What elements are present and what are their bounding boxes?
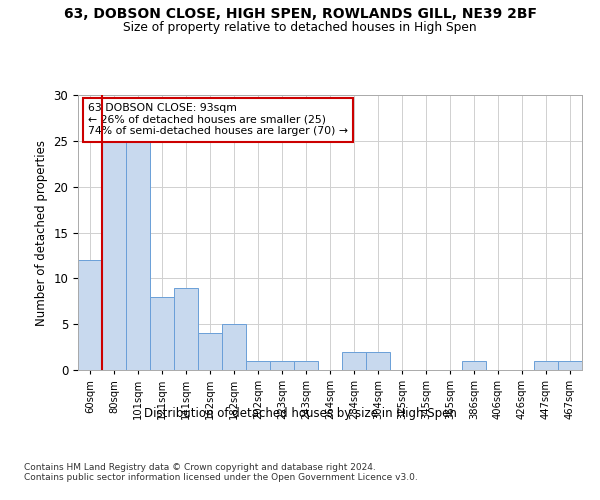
Bar — [222, 324, 246, 370]
Text: Distribution of detached houses by size in High Spen: Distribution of detached houses by size … — [143, 408, 457, 420]
Bar — [246, 361, 270, 370]
Text: 63 DOBSON CLOSE: 93sqm
← 26% of detached houses are smaller (25)
74% of semi-det: 63 DOBSON CLOSE: 93sqm ← 26% of detached… — [88, 104, 348, 136]
Bar — [342, 352, 366, 370]
Bar — [102, 141, 126, 370]
Bar — [198, 334, 222, 370]
Bar — [78, 260, 102, 370]
Bar — [558, 361, 582, 370]
Bar — [366, 352, 390, 370]
Bar — [174, 288, 198, 370]
Text: 63, DOBSON CLOSE, HIGH SPEN, ROWLANDS GILL, NE39 2BF: 63, DOBSON CLOSE, HIGH SPEN, ROWLANDS GI… — [64, 8, 536, 22]
Bar — [534, 361, 558, 370]
Bar — [126, 141, 150, 370]
Bar — [462, 361, 486, 370]
Text: Contains HM Land Registry data © Crown copyright and database right 2024.
Contai: Contains HM Land Registry data © Crown c… — [24, 462, 418, 482]
Bar — [150, 296, 174, 370]
Bar — [270, 361, 294, 370]
Text: Size of property relative to detached houses in High Spen: Size of property relative to detached ho… — [123, 21, 477, 34]
Bar — [294, 361, 318, 370]
Y-axis label: Number of detached properties: Number of detached properties — [35, 140, 48, 326]
